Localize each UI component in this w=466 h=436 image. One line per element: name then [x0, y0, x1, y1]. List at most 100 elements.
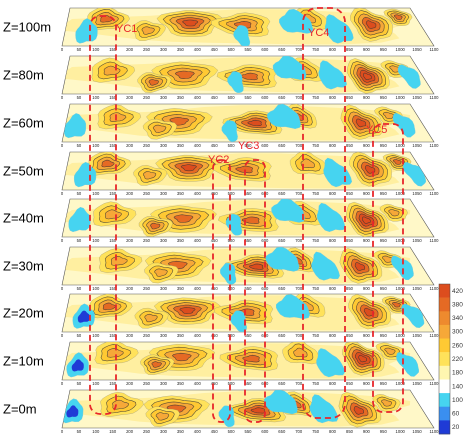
x-tick-label: 650 — [278, 143, 286, 148]
x-tick-label: 50 — [77, 333, 82, 338]
colorbar-swatch — [439, 338, 450, 353]
x-tick-label: 950 — [380, 143, 388, 148]
x-tick-label: 500 — [228, 333, 236, 338]
x-tick-label: 0 — [61, 95, 64, 100]
low-contour — [390, 255, 414, 281]
colorbar-swatch — [439, 365, 450, 380]
x-tick-label: 150 — [109, 238, 117, 243]
x-tick-label: 300 — [160, 429, 168, 434]
x-tick-label: 500 — [228, 286, 236, 291]
high-contour — [247, 119, 262, 127]
high-contour — [242, 354, 260, 363]
colorbar-swatch — [439, 379, 450, 394]
x-tick-label: 350 — [177, 143, 185, 148]
high-contour — [102, 302, 116, 311]
x-tick-label: 500 — [228, 381, 236, 386]
low-contour — [316, 348, 346, 378]
colorbar-swatch — [439, 324, 450, 339]
x-tick-label: 200 — [126, 286, 134, 291]
x-tick-label: 1050 — [412, 143, 422, 148]
x-tick-label: 1050 — [412, 286, 422, 291]
x-tick-label: 1000 — [396, 143, 406, 148]
high-contour — [182, 19, 199, 27]
x-tick-label: 650 — [278, 191, 286, 196]
x-tick-label: 200 — [126, 381, 134, 386]
high-contour — [106, 347, 124, 358]
low-contour — [227, 71, 244, 93]
x-tick-label: 0 — [61, 143, 64, 148]
x-tick-label: 800 — [329, 143, 337, 148]
x-tick-label: 400 — [194, 238, 202, 243]
x-tick-label: 500 — [228, 429, 236, 434]
x-tick-label: 1000 — [396, 333, 406, 338]
high-contour — [381, 255, 394, 263]
zone-outline — [244, 159, 266, 423]
x-tick-label: 850 — [346, 191, 354, 196]
x-tick-label: 350 — [177, 333, 185, 338]
low-contour — [265, 247, 300, 272]
x-tick-label: 250 — [143, 143, 151, 148]
colorbar-tick-label: 420 — [452, 288, 463, 295]
x-tick-label: 450 — [211, 381, 219, 386]
x-tick-label: 800 — [329, 238, 337, 243]
slice-label: Z=50m — [3, 164, 44, 179]
x-tick-label: 700 — [295, 143, 303, 148]
x-tick-label: 800 — [329, 47, 337, 52]
high-contour — [173, 214, 194, 223]
x-tick-label: 400 — [194, 286, 202, 291]
high-contour — [391, 301, 401, 308]
x-tick-label: 0 — [61, 429, 64, 434]
x-tick-label: 0 — [61, 47, 64, 52]
x-tick-label: 800 — [329, 429, 337, 434]
high-contour — [180, 164, 197, 172]
x-tick-label: 750 — [312, 238, 320, 243]
x-tick-label: 450 — [211, 47, 219, 52]
x-tick-label: 650 — [278, 238, 286, 243]
x-tick-label: 100 — [92, 429, 100, 434]
x-tick-label: 0 — [61, 286, 64, 291]
x-tick-label: 850 — [346, 143, 354, 148]
x-tick-label: 400 — [194, 95, 202, 100]
colorbar-tick-label: 20 — [452, 424, 460, 431]
x-tick-label: 50 — [77, 381, 82, 386]
slice-label: Z=80m — [3, 68, 44, 83]
slice-label: Z=60m — [3, 116, 44, 131]
high-contour — [392, 159, 402, 165]
zone-label: YC2 — [208, 154, 229, 166]
x-tick-label: 600 — [261, 95, 269, 100]
x-tick-label: 700 — [295, 95, 303, 100]
x-tick-label: 650 — [278, 429, 286, 434]
x-tick-label: 500 — [228, 191, 236, 196]
x-tick-label: 300 — [160, 95, 168, 100]
x-tick-label: 250 — [143, 429, 151, 434]
x-tick-label: 750 — [312, 47, 320, 52]
x-tick-label: 950 — [380, 381, 388, 386]
x-tick-label: 350 — [177, 191, 185, 196]
x-tick-label: 150 — [109, 333, 117, 338]
high-contour — [362, 72, 372, 81]
zone-outline — [212, 159, 231, 423]
x-tick-label: 50 — [77, 47, 82, 52]
x-tick-label: 650 — [278, 381, 286, 386]
x-tick-label: 250 — [143, 238, 151, 243]
x-tick-label: 1100 — [429, 429, 439, 434]
x-tick-label: 550 — [245, 191, 253, 196]
slice-label: Z=10m — [3, 354, 44, 369]
slice-label: Z=100m — [3, 20, 51, 35]
x-tick-label: 100 — [92, 95, 100, 100]
x-tick-label: 450 — [211, 143, 219, 148]
zones-layer: YC1 YC2 YC3 YC4 YC5 — [89, 7, 404, 423]
x-tick-label: 750 — [312, 143, 320, 148]
x-tick-label: 950 — [380, 238, 388, 243]
x-tick-label: 400 — [194, 143, 202, 148]
x-tick-label: 400 — [194, 381, 202, 386]
x-tick-label: 700 — [295, 286, 303, 291]
x-tick-label: 0 — [61, 333, 64, 338]
low-core — [66, 405, 79, 418]
low-contour — [75, 18, 98, 44]
x-tick-label: 550 — [245, 143, 253, 148]
x-tick-label: 1000 — [396, 286, 406, 291]
x-tick-label: 950 — [380, 286, 388, 291]
x-tick-label: 400 — [194, 333, 202, 338]
